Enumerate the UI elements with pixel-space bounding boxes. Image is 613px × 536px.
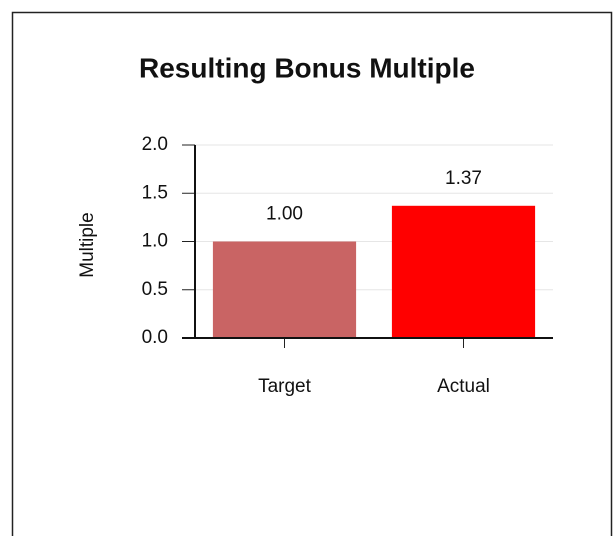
chart-title: Resulting Bonus Multiple [139, 52, 475, 83]
bar [391, 205, 536, 338]
x-tick-label: Actual [437, 376, 490, 397]
y-axis-label: Multiple [77, 212, 98, 277]
y-tick-label: 0.5 [142, 279, 168, 300]
y-tick-label: 0.0 [142, 327, 168, 348]
frame [11, 11, 613, 536]
data-label: 1.37 [445, 168, 482, 189]
data-label: 1.00 [266, 204, 303, 225]
y-tick-label: 2.0 [142, 134, 168, 155]
y-tick-label: 1.5 [142, 182, 168, 203]
bar [212, 241, 357, 338]
y-tick-label: 1.0 [142, 231, 168, 252]
x-tick-label: Target [258, 376, 312, 397]
